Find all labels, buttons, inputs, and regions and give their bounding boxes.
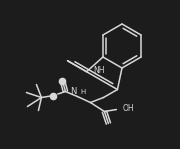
Text: OH: OH xyxy=(122,104,134,113)
Text: NH: NH xyxy=(94,66,105,75)
Circle shape xyxy=(59,77,66,84)
Circle shape xyxy=(50,92,57,99)
Text: N: N xyxy=(70,87,76,96)
Text: H: H xyxy=(80,89,86,94)
